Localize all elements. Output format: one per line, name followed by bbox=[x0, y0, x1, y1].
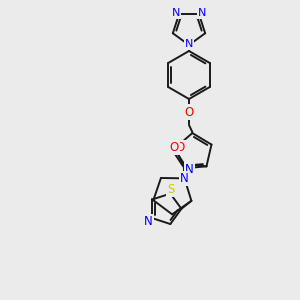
Text: O: O bbox=[176, 141, 185, 154]
Text: N: N bbox=[185, 39, 193, 49]
Text: N: N bbox=[185, 163, 194, 176]
Text: S: S bbox=[168, 183, 175, 196]
Text: O: O bbox=[184, 106, 194, 118]
Text: N: N bbox=[198, 8, 206, 18]
Text: N: N bbox=[172, 8, 180, 18]
Text: N: N bbox=[144, 215, 153, 228]
Text: N: N bbox=[180, 172, 189, 185]
Text: N: N bbox=[180, 172, 189, 185]
Text: O: O bbox=[170, 141, 179, 154]
